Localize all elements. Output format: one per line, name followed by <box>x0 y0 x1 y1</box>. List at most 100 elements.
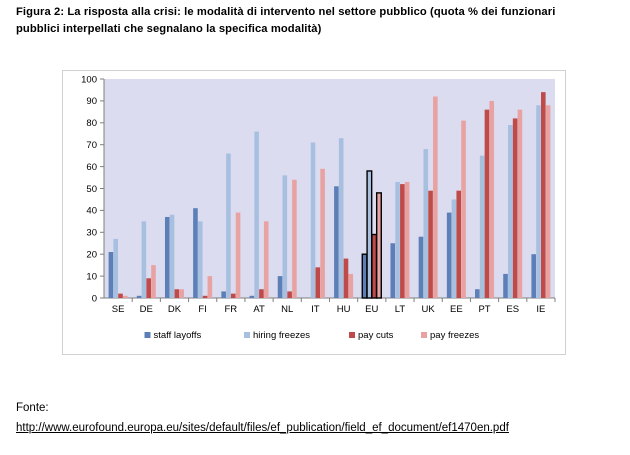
figure-caption-line-2: pubblici interpellati che segnalano la s… <box>16 23 322 35</box>
bar-ie-pay-freezes <box>545 105 551 298</box>
figure-caption: Figura 2: La risposta alla crisi: le mod… <box>16 4 616 38</box>
legend-swatch-hiring-freezes <box>244 332 250 338</box>
bar-fi-pay-freezes <box>207 276 213 298</box>
bar-de-hiring-freezes <box>141 221 147 298</box>
legend-swatch-pay-freezes <box>421 332 427 338</box>
bar-ee-pay-freezes <box>461 120 466 298</box>
y-tick-label: 30 <box>86 228 97 239</box>
bar-fi-hiring-freezes <box>197 221 203 298</box>
bar-lt-hiring-freezes <box>395 181 400 298</box>
legend-label-pay-cuts: pay cuts <box>358 330 394 341</box>
bar-pt-pay-freezes <box>489 100 495 299</box>
bar-eu-pay-freezes <box>375 192 382 299</box>
source-link[interactable]: http://www.eurofound.europa.eu/sites/def… <box>16 422 509 434</box>
bar-pt-pay-cuts <box>484 109 490 298</box>
bar-at-pay-cuts <box>259 289 264 298</box>
bar-hu-hiring-freezes <box>338 138 344 298</box>
y-tick-label: 20 <box>86 250 97 261</box>
bar-hu-staff-layoffs <box>334 186 339 298</box>
bar-nl-hiring-freezes <box>282 175 288 298</box>
bar-fr-hiring-freezes <box>226 153 231 298</box>
bar-se-pay-cuts <box>118 293 123 298</box>
legend-swatch-pay-cuts <box>349 332 355 338</box>
bar-ee-staff-layoffs <box>446 212 452 298</box>
bar-uk-hiring-freezes <box>423 149 429 298</box>
bar-fr-pay-cuts <box>230 293 236 298</box>
bar-eu-staff-layoffs <box>361 253 368 299</box>
bar-de-pay-freezes <box>151 265 156 298</box>
bar-de-staff-layoffs <box>136 295 142 298</box>
bar-uk-pay-cuts <box>428 190 433 298</box>
source-block: Fonte: http://www.eurofound.europa.eu/si… <box>16 398 509 438</box>
y-tick-label: 90 <box>86 96 97 107</box>
x-tick-label-de: DE <box>140 304 153 315</box>
x-tick-label-hu: HU <box>337 304 351 315</box>
bar-lt-pay-freezes <box>404 181 410 298</box>
bar-at-pay-freezes <box>263 221 269 298</box>
bar-lt-pay-cuts <box>400 184 405 298</box>
bar-at-hiring-freezes <box>254 131 259 298</box>
y-tick-label: 40 <box>86 206 97 217</box>
legend-label-staff-layoffs: staff layoffs <box>154 330 202 341</box>
bar-hu-pay-freezes <box>348 273 354 298</box>
bar-dk-hiring-freezes <box>169 214 175 298</box>
bar-nl-pay-cuts <box>287 291 292 298</box>
bar-at-staff-layoffs <box>249 295 255 298</box>
bar-ie-hiring-freezes <box>536 105 541 298</box>
bar-eu-pay-cuts <box>371 233 378 299</box>
bar-ee-pay-cuts <box>456 190 462 298</box>
bar-it-hiring-freezes <box>310 142 316 298</box>
x-tick-label-lt: LT <box>395 304 406 315</box>
bar-se-pay-freezes <box>122 295 128 298</box>
bar-ee-hiring-freezes <box>451 199 457 298</box>
x-tick-label-es: ES <box>506 304 519 315</box>
bar-se-staff-layoffs <box>108 252 114 298</box>
bar-es-pay-cuts <box>512 118 518 298</box>
x-tick-label-at: AT <box>253 304 265 315</box>
bar-uk-pay-freezes <box>433 96 438 298</box>
bar-it-pay-cuts <box>315 267 321 298</box>
figure-caption-line-1: Figura 2: La risposta alla crisi: le mod… <box>16 6 556 18</box>
x-tick-label-uk: UK <box>422 304 436 315</box>
bar-uk-staff-layoffs <box>418 236 424 298</box>
bar-hu-pay-cuts <box>343 258 349 298</box>
bar-fi-pay-cuts <box>202 295 208 298</box>
bar-eu-hiring-freezes <box>366 170 373 299</box>
bar-chart: 0 10 20 30 40 50 60 70 80 90 100 SE DE DK FI FR AT NL IT HU… <box>81 74 556 341</box>
bar-nl-staff-layoffs <box>277 276 283 298</box>
legend-label-pay-freezes: pay freezes <box>430 330 479 341</box>
y-tick-label: 100 <box>81 74 97 85</box>
y-tick-label: 50 <box>86 184 97 195</box>
bar-es-pay-freezes <box>517 109 523 298</box>
bar-nl-pay-freezes <box>292 179 297 298</box>
x-tick-label-fr: FR <box>225 304 238 315</box>
y-tick-label: 0 <box>92 293 97 304</box>
y-tick-label: 70 <box>86 140 97 151</box>
bar-dk-pay-cuts <box>174 289 180 298</box>
x-tick-label-fi: FI <box>198 304 206 315</box>
bar-se-hiring-freezes <box>113 238 118 298</box>
bar-fi-staff-layoffs <box>193 208 198 298</box>
y-tick-label: 10 <box>86 271 97 282</box>
x-tick-label-ie: IE <box>536 304 545 315</box>
bar-fr-staff-layoffs <box>221 291 226 298</box>
bar-de-pay-cuts <box>146 278 151 298</box>
bar-es-hiring-freezes <box>508 124 513 298</box>
bar-dk-staff-layoffs <box>164 216 170 298</box>
x-tick-label-nl: NL <box>281 304 293 315</box>
bar-pt-hiring-freezes <box>479 155 485 298</box>
x-tick-label-pt: PT <box>478 304 490 315</box>
legend-swatch-staff-layoffs <box>144 332 151 338</box>
source-label: Fonte: <box>16 402 49 414</box>
bar-ie-pay-cuts <box>541 92 546 298</box>
y-tick-label: 60 <box>86 162 97 173</box>
bar-fr-pay-freezes <box>235 212 241 298</box>
bar-pt-staff-layoffs <box>475 289 480 298</box>
x-tick-label-eu: EU <box>365 304 378 315</box>
bar-ie-staff-layoffs <box>531 254 537 298</box>
bar-lt-staff-layoffs <box>390 243 396 298</box>
x-tick-label-dk: DK <box>168 304 182 315</box>
bar-it-pay-freezes <box>320 168 325 298</box>
x-tick-label-se: SE <box>112 304 125 315</box>
bar-dk-pay-freezes <box>179 289 184 298</box>
